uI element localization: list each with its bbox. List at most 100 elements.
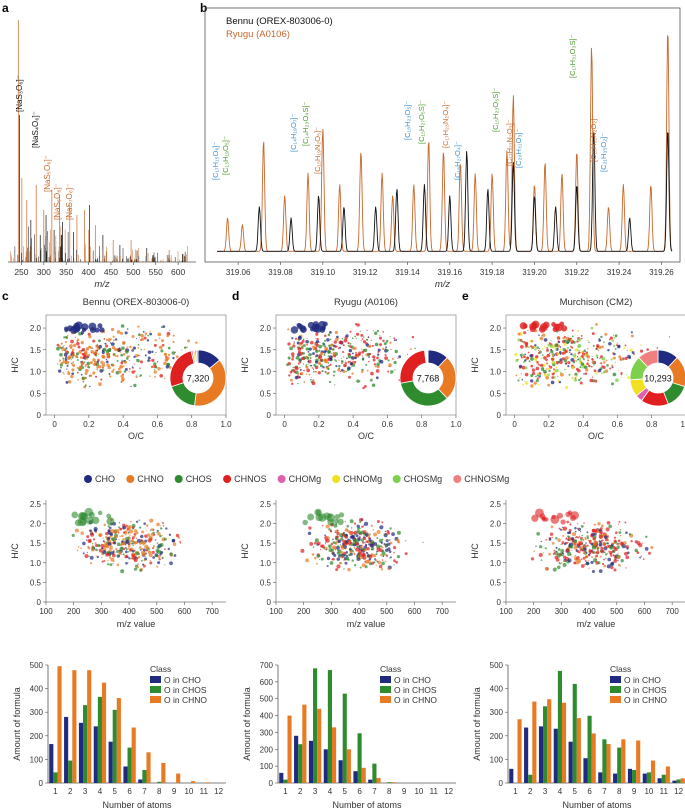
mz-point <box>609 562 614 567</box>
mz-point <box>117 554 121 558</box>
mz-point <box>127 550 130 553</box>
vk-point <box>319 351 324 356</box>
vk-point <box>610 364 614 367</box>
mz-point <box>353 522 357 525</box>
vk-point <box>98 353 100 356</box>
mz-point <box>101 547 104 550</box>
vk-point <box>135 375 138 379</box>
vk-point <box>535 366 540 371</box>
vk-point <box>83 361 86 363</box>
mz-point <box>648 551 652 555</box>
vk-point <box>517 379 520 382</box>
panel-b-tick-label: 319.22 <box>565 268 590 277</box>
vk-point <box>357 353 360 355</box>
bar-xtick: 2 <box>298 787 303 796</box>
vk-point <box>291 357 294 361</box>
vk-point <box>101 354 105 359</box>
vk-point <box>517 358 519 361</box>
vk-point <box>559 371 562 374</box>
bar-O-in-CHO <box>368 779 373 783</box>
vk-point <box>375 376 379 380</box>
mz-point <box>120 544 123 546</box>
vk-point <box>612 352 615 355</box>
vk-point <box>360 370 364 374</box>
vk-point <box>337 347 340 350</box>
mz-ytick: 0 <box>497 598 502 607</box>
mz-point <box>588 553 590 556</box>
vk-point <box>125 357 129 360</box>
mz-point <box>116 563 120 567</box>
mz-point <box>339 544 341 546</box>
panel-b-peak-label: [C₁₈H₃₁N₂O₂]⁻ <box>589 115 598 162</box>
vk-point <box>327 351 331 354</box>
mz-point <box>384 544 386 547</box>
vk-point <box>122 365 125 367</box>
vk-point <box>586 355 591 359</box>
mz-point <box>179 541 182 544</box>
mz-ytick: 0 <box>37 598 42 607</box>
mz-point <box>551 541 555 545</box>
mz-point <box>626 547 629 550</box>
bar-xtick: 11 <box>200 787 209 796</box>
mz-point <box>565 537 568 540</box>
vk-point <box>305 339 309 344</box>
vk-point <box>298 338 301 342</box>
mz-point <box>539 545 543 549</box>
vk-point <box>341 351 344 353</box>
mz-point <box>385 539 388 541</box>
vk-point <box>346 357 348 360</box>
vk-xtick: 1.0 <box>450 420 462 429</box>
mz-point <box>105 552 109 557</box>
vk-point <box>545 362 549 365</box>
mz-point <box>598 569 603 573</box>
bar-xtick: 1 <box>283 787 288 796</box>
vk-point <box>561 351 565 355</box>
mz-point <box>127 547 131 550</box>
mz-point <box>366 547 370 551</box>
mz-point <box>127 525 132 529</box>
mz-point <box>582 556 586 560</box>
vk-point <box>624 356 628 360</box>
vk-ytick: 1.0 <box>30 368 42 377</box>
vk-point <box>98 339 101 343</box>
vk-point <box>56 343 60 347</box>
vk-point <box>523 331 527 335</box>
mz-point <box>135 531 139 535</box>
mz-point <box>391 532 395 537</box>
mz-point <box>129 534 131 536</box>
panel-letter-d: d <box>232 289 239 303</box>
mz-point <box>113 541 117 545</box>
vk-point <box>297 372 300 375</box>
vk-point <box>631 351 635 354</box>
vk-point <box>71 351 75 355</box>
vk-point <box>576 356 579 358</box>
mz-point <box>169 561 173 566</box>
mz-point <box>594 529 598 533</box>
vk-point <box>368 356 370 358</box>
mz-point <box>134 535 136 537</box>
mz-point <box>620 559 624 563</box>
mz-point <box>586 535 589 538</box>
bar-ytick: 500 <box>260 695 274 704</box>
vk-point <box>519 322 527 330</box>
vk-point <box>529 325 536 333</box>
vk-point <box>299 366 301 369</box>
mz-point <box>359 521 362 524</box>
vk-point <box>620 376 623 379</box>
mz-point <box>124 544 126 546</box>
mz-point <box>613 536 617 539</box>
vk-point <box>327 357 330 360</box>
mz-point <box>576 527 579 530</box>
mz-point <box>609 545 614 550</box>
legend-swatch-CHOS <box>174 475 183 483</box>
mz-point <box>151 550 155 554</box>
vk-point <box>562 357 565 360</box>
vk-point <box>72 361 75 364</box>
mz-point <box>349 519 354 524</box>
vk-point <box>131 335 135 339</box>
vk-point <box>71 348 75 352</box>
mz-point <box>347 567 351 572</box>
vk-point <box>382 331 385 333</box>
mz-point <box>393 551 395 554</box>
vk-point <box>557 360 560 364</box>
